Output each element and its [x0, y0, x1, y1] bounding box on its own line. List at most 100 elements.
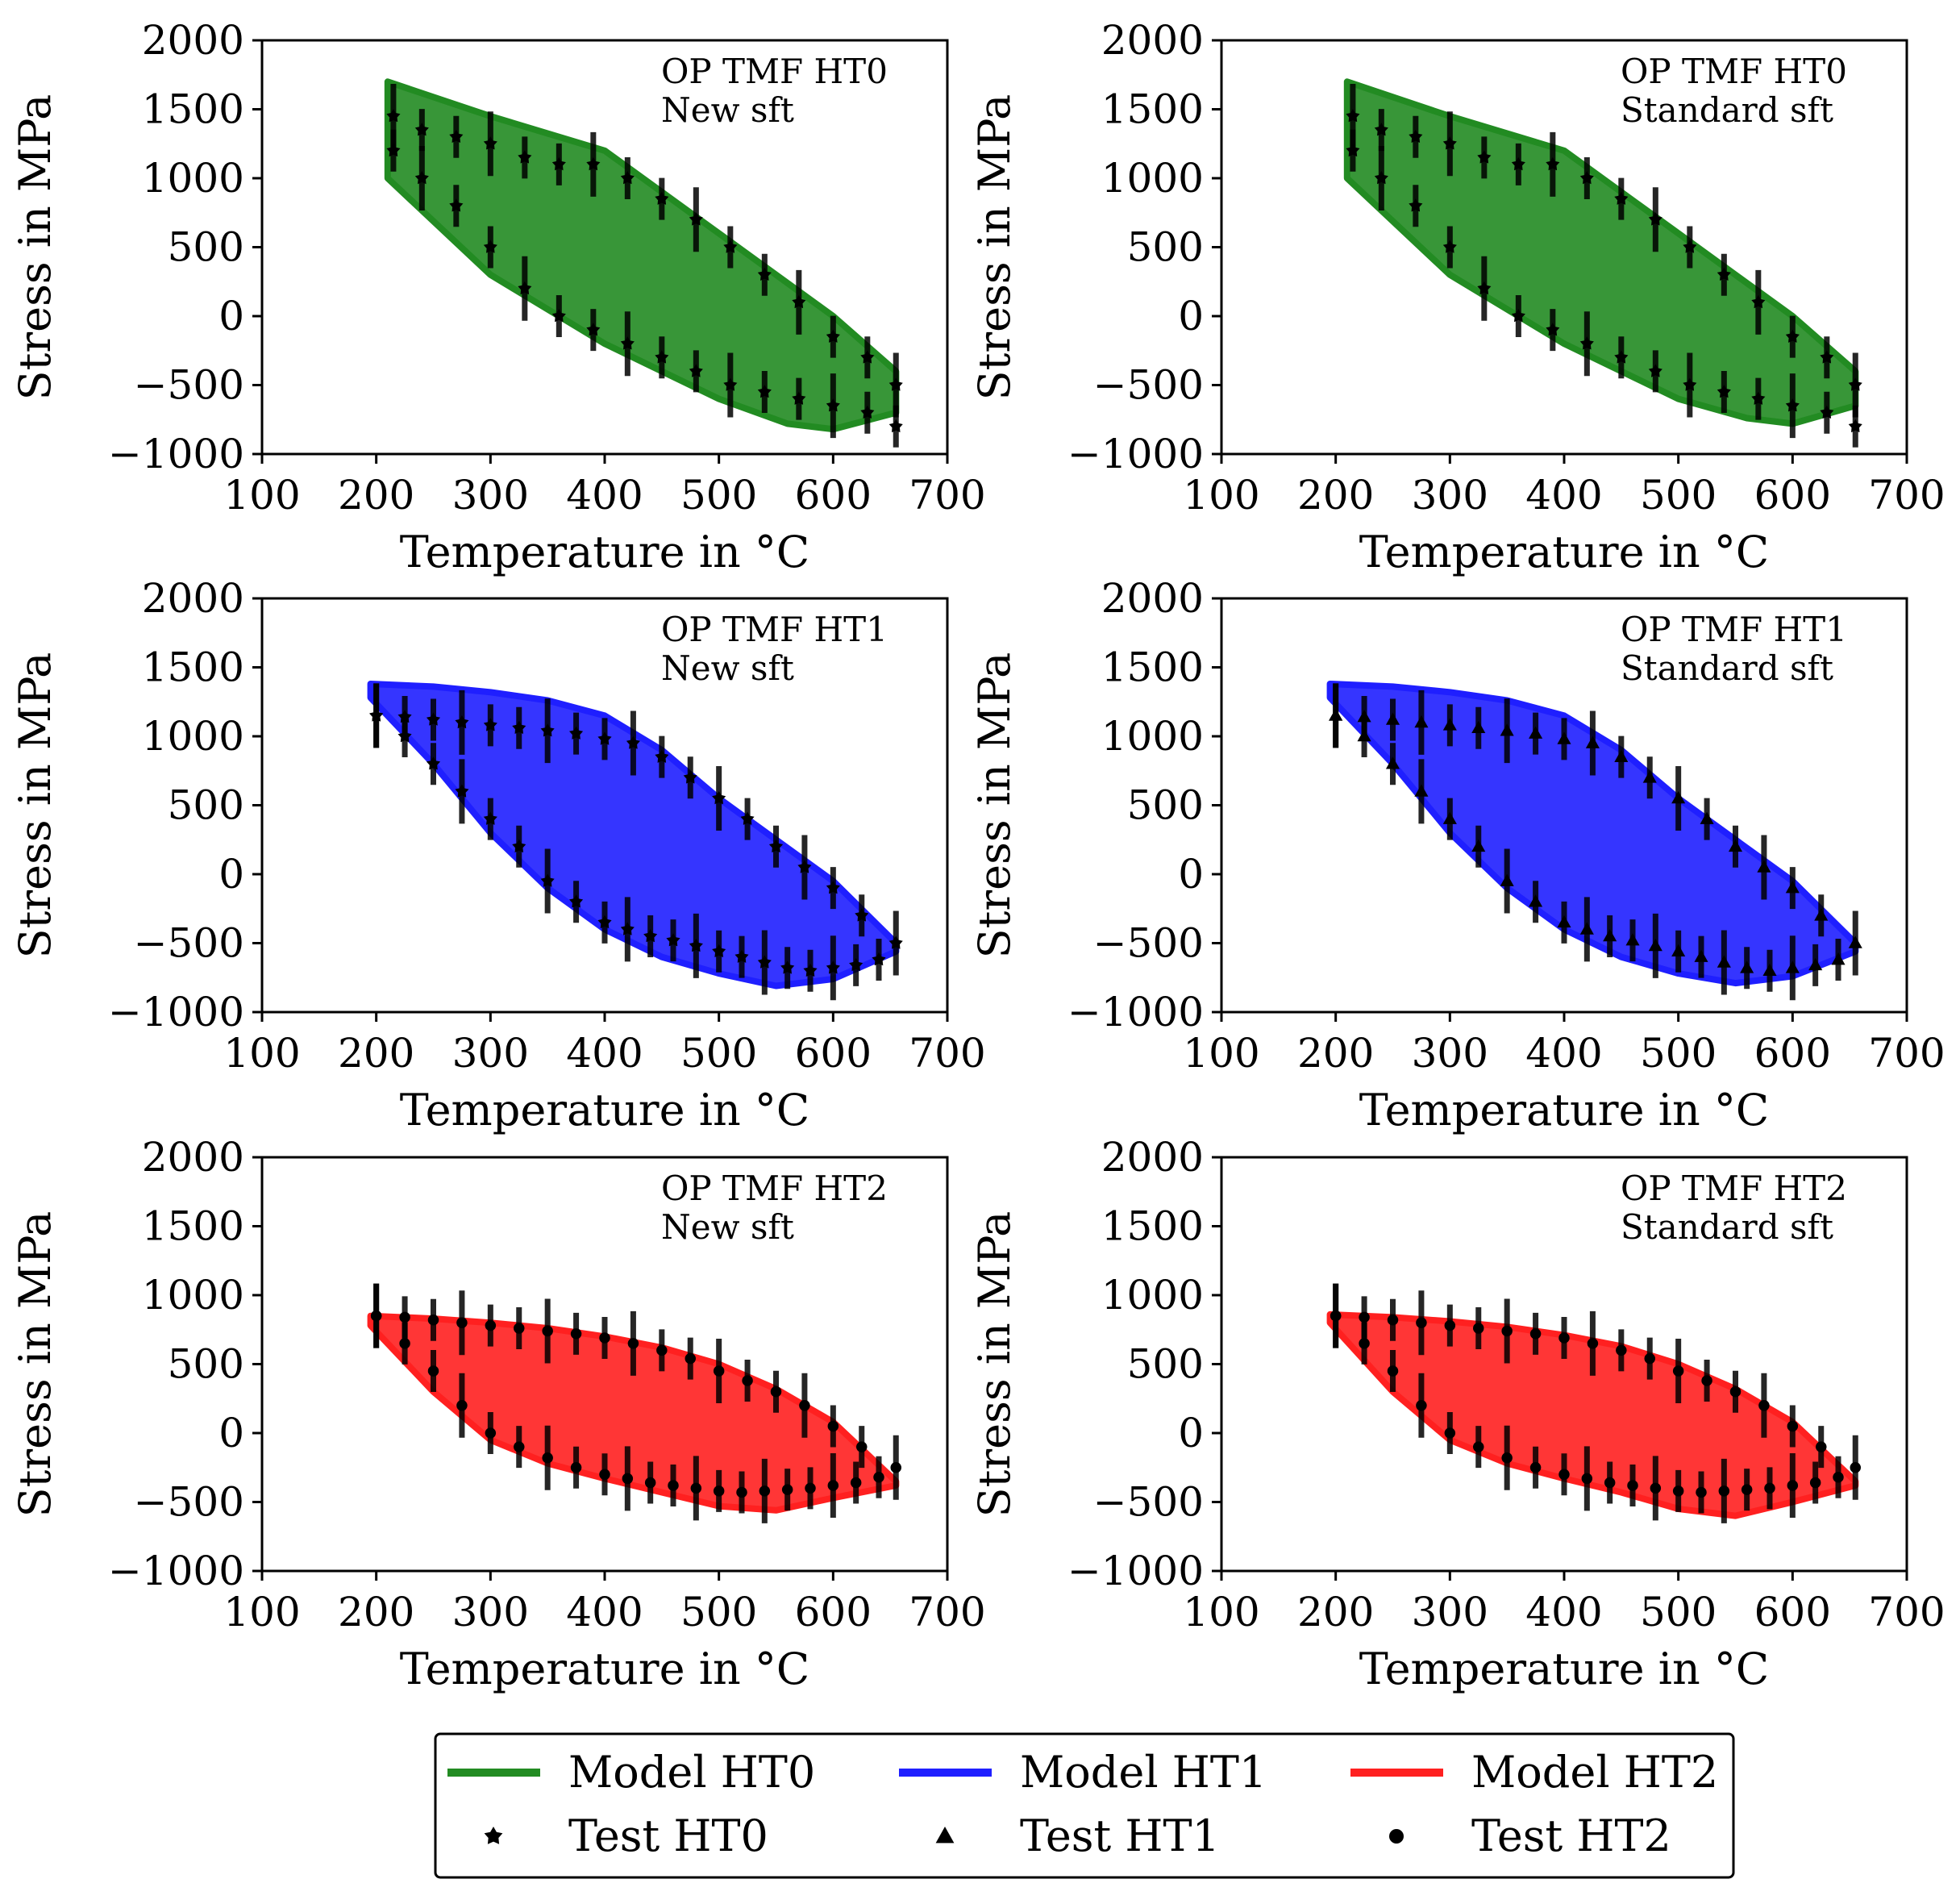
test-point	[1648, 364, 1662, 377]
plot-area	[367, 1283, 901, 1523]
chart-panel-2: 100 200 300 400 500 600 700 2000 1500 1000 500 0 −50…	[969, 17, 1945, 577]
plot-area	[1343, 78, 1862, 448]
test-point	[668, 1480, 679, 1491]
test-point	[518, 150, 532, 164]
test-point	[1816, 1441, 1827, 1452]
x-tick-label: 400	[1525, 472, 1602, 519]
test-point	[1414, 784, 1429, 797]
test-point	[1529, 726, 1543, 739]
chart-panel-4: 100 200 300 400 500 600 700 2000 1500 1000 500 0 −50…	[969, 575, 1945, 1135]
test-point	[1581, 1473, 1593, 1485]
x-tick-label: 200	[1297, 472, 1374, 519]
test-point	[1683, 377, 1697, 391]
test-point	[386, 143, 401, 157]
test-point	[792, 391, 806, 405]
legend-label: Model HT0	[568, 1747, 815, 1798]
test-point	[597, 915, 612, 929]
test-point	[426, 712, 441, 726]
test-point	[1787, 1420, 1799, 1432]
test-point	[455, 715, 469, 729]
test-point	[736, 1486, 747, 1498]
test-point	[689, 364, 703, 377]
y-tick-label: 1000	[1101, 1272, 1204, 1319]
test-point	[1442, 240, 1457, 253]
test-point	[1579, 171, 1594, 185]
test-point	[512, 839, 526, 853]
test-point	[620, 171, 635, 185]
test-point	[792, 294, 806, 309]
test-point	[1442, 718, 1457, 731]
test-point	[1359, 1311, 1370, 1323]
test-point	[689, 938, 703, 952]
test-point	[1587, 1338, 1599, 1349]
test-point	[1809, 1477, 1821, 1489]
test-point	[1700, 811, 1714, 824]
y-tick-label: −1000	[1067, 431, 1204, 477]
test-point	[1848, 377, 1862, 391]
test-point	[540, 873, 555, 887]
x-tick-label: 200	[1297, 1030, 1374, 1077]
annotation-subtitle: New sft	[661, 648, 794, 688]
legend-label: Test HT2	[1471, 1810, 1671, 1861]
test-point	[644, 1477, 656, 1489]
plot-area	[384, 78, 903, 448]
test-point	[1717, 955, 1731, 968]
test-point	[1414, 715, 1429, 728]
x-tick-label: 500	[1640, 1030, 1717, 1077]
test-point	[860, 350, 875, 364]
x-tick-label: 400	[566, 472, 643, 519]
y-tick-label: −500	[134, 920, 244, 967]
annotation-title: OP TMF HT2	[1621, 1169, 1847, 1208]
test-point	[1648, 212, 1662, 226]
y-tick-label: 500	[1127, 224, 1204, 271]
x-tick-label: 200	[338, 1589, 414, 1635]
test-point	[770, 1385, 782, 1398]
test-point	[689, 212, 703, 226]
x-tick-label: 600	[795, 1589, 872, 1635]
test-point	[1558, 1469, 1570, 1481]
chart-panels: 100 200 300 400 500 600 7002000150010005000−50…	[10, 17, 1945, 1694]
test-point	[1477, 150, 1492, 164]
test-point	[569, 726, 584, 740]
annotation-subtitle: New sft	[661, 1207, 794, 1247]
test-point	[1728, 839, 1743, 852]
test-point	[1579, 336, 1594, 350]
test-point	[1614, 749, 1629, 762]
legend-marker-swatch	[935, 1827, 955, 1844]
test-point	[1820, 405, 1834, 419]
x-tick-label: 700	[909, 1589, 985, 1635]
test-point	[1848, 935, 1862, 948]
x-tick-label: 600	[795, 1030, 872, 1077]
legend-item: Model HT0	[447, 1747, 815, 1798]
x-tick-label: 400	[566, 1589, 643, 1635]
test-point	[826, 960, 840, 974]
legend-item: Test HT0	[484, 1810, 768, 1861]
test-point	[599, 1469, 610, 1481]
test-point	[414, 171, 429, 185]
y-tick-label: 1500	[142, 86, 244, 133]
legend-label: Model HT2	[1471, 1747, 1718, 1798]
x-axis-label: Temperature in °C	[400, 527, 809, 577]
x-axis-label: Temperature in °C	[1359, 1644, 1769, 1694]
x-tick-label: 500	[680, 1589, 757, 1635]
annotation-title: OP TMF HT0	[661, 52, 888, 91]
test-point	[826, 398, 840, 412]
annotation-title: OP TMF HT2	[661, 1169, 888, 1208]
test-point	[799, 1400, 810, 1411]
y-tick-label: −1000	[108, 1548, 244, 1594]
y-tick-label: −1000	[1067, 1548, 1204, 1594]
test-point	[1751, 391, 1766, 405]
y-tick-label: 2000	[1101, 575, 1204, 622]
test-point	[1511, 309, 1525, 323]
x-tick-label: 700	[1868, 1030, 1945, 1077]
test-point	[1785, 329, 1800, 343]
x-tick-label: 200	[338, 1030, 414, 1077]
test-point	[1831, 952, 1846, 965]
legend-marker-swatch	[1389, 1829, 1404, 1844]
plot-area	[367, 681, 903, 1001]
legend-items: Model HT0 Model HT1 Model HT2 Test HT0 Test …	[447, 1747, 1718, 1861]
legend-item: Test HT1	[935, 1810, 1220, 1861]
test-point	[626, 735, 640, 749]
test-point	[518, 281, 532, 295]
